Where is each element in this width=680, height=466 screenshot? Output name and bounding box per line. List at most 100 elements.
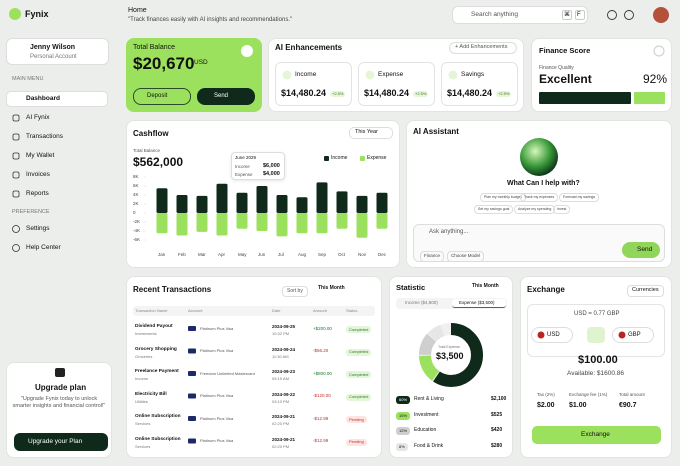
enhancement-item [275,62,352,106]
status-pill: Completed [346,326,372,333]
rate: USD = 0.77 GBP [574,311,620,317]
category-amount: $280 [491,442,503,449]
available: Available: $1600.86 [567,370,624,377]
badge: +2.5% [496,91,512,97]
user-name: Jenny Wilson [30,44,76,51]
button-label[interactable]: + Add Enhancements [455,44,508,50]
percent-badge: 12% [396,427,411,435]
x-tick-label: Jul [278,252,284,257]
menu-item[interactable]: Transactions [26,133,63,140]
suggestion-chip[interactable]: Invest [553,205,571,214]
user-card[interactable] [6,38,109,65]
x-tick-label: May [238,252,247,257]
transaction-category: Investments [135,331,157,336]
card [126,120,400,268]
transaction-category: Services [135,421,151,426]
input-box[interactable] [413,224,665,262]
column-header: Transaction Name [135,308,168,313]
tag[interactable]: Choose Model [447,251,485,262]
select-label[interactable]: This Year [355,129,378,135]
suggestion-chip[interactable]: Set my savings goal [474,205,514,214]
menu-item[interactable]: Help Center [26,244,61,251]
menu-item[interactable]: Reports [26,190,49,197]
button-label[interactable]: Exchange [581,431,610,438]
legend-label: Income [331,155,348,161]
currency-select[interactable] [531,327,573,343]
button-label[interactable]: Upgrade your Plan [28,438,83,445]
y-tick-label: -6K [133,236,141,242]
currency-code[interactable]: GBP [628,332,641,338]
send-button[interactable] [197,88,255,105]
transaction-category: Utilities [135,398,148,404]
menu-item[interactable]: Dashboard [26,95,60,102]
x-tick-label: Sep [318,252,327,257]
percent-badge: 15% [396,411,411,420]
account: Platinum Plus Visa [200,415,234,421]
exchange-button[interactable] [532,426,661,444]
period-select[interactable]: This Month [472,283,499,289]
currency-code[interactable]: USD [547,332,560,338]
menu-icon [12,225,20,233]
amount: -$56.20 [313,348,329,353]
menu-item[interactable]: Settings [26,225,50,232]
tooltip-value: $6,000 [263,163,280,169]
sort-select[interactable]: Sort by [282,286,308,297]
date: 2024-09-23 [272,369,296,374]
button-label[interactable]: Deposit [147,93,168,99]
column-header: Account [188,308,203,313]
currency-select[interactable] [612,327,654,343]
send-button[interactable] [622,242,660,258]
deposit-button[interactable] [133,88,191,105]
menu-item[interactable]: Invoices [26,171,50,178]
card-title: Cashflow [133,129,169,138]
active-tab [452,299,506,308]
tabs [396,298,507,309]
key [575,10,585,20]
tag[interactable]: Finance [420,251,445,262]
suggestion-chip[interactable]: Forecast my savings [559,193,600,202]
currencies-button[interactable]: Currencies [627,285,664,297]
badge: +2.5% [413,91,429,97]
x-tick-label: Oct [338,252,346,257]
detail-label: Exchange fee (1%) [569,392,608,397]
account: Platinum Plus Visa [200,325,234,331]
menu-item[interactable]: My Wallet [26,152,55,159]
transaction-category: Services [135,443,151,449]
tooltip [231,152,285,180]
tab[interactable]: Income ($4,800) [405,300,438,305]
header-icon [624,10,634,20]
button-label[interactable]: Send [637,246,653,253]
suggestion-chip[interactable]: Track my expenses [520,193,559,202]
upgrade-title: Upgrade plan [35,383,87,392]
button-label[interactable]: Send [214,93,229,99]
amount: -$120.00 [313,393,331,398]
account: Platinum Plus Visa [200,393,234,398]
period-select[interactable]: This Month [318,285,345,291]
tab[interactable]: Expense ($3,500) [459,300,495,305]
input-placeholder[interactable]: Ask anything... [429,229,469,235]
tooltip-label: Expense [235,172,253,177]
category-amount: $525 [491,411,503,418]
suggestion-chip[interactable]: Plan my monthly budget [480,193,526,202]
amount: +$800.00 [313,370,332,376]
date: 2024-09-21 [272,436,296,442]
x-tick-label: Nov [358,252,367,257]
period-select[interactable] [349,127,393,139]
menu-icon [12,244,20,252]
x-tick-label: Apr [218,252,226,257]
detail-value: €90.7 [619,402,637,409]
add-button[interactable] [449,42,517,54]
item-label: Savings [461,71,485,78]
column-header: Date [272,308,281,313]
menu-item[interactable]: AI Fynix [26,114,50,121]
card [126,276,382,458]
upgrade-button[interactable] [14,433,108,451]
enhancement-item [358,62,435,106]
enhancement-item [441,62,518,106]
key-label: F [577,12,581,18]
page-title: Home [128,7,147,14]
search-box[interactable] [452,6,588,24]
suggestion-chip[interactable]: Analyze my spending [514,205,556,214]
time: 02:20 PM [272,421,290,426]
